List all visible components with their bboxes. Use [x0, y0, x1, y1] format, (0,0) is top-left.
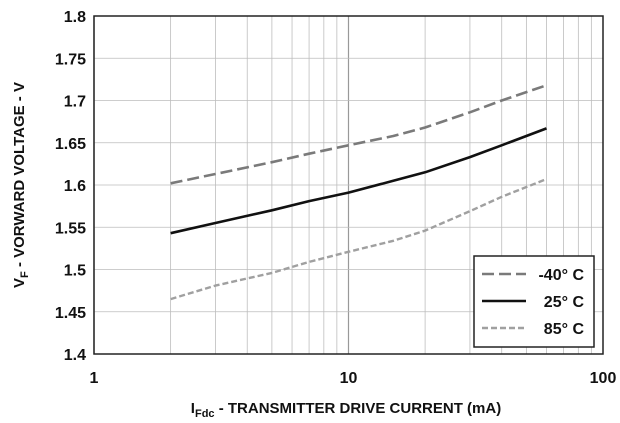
- y-tick-label: 1.75: [55, 51, 86, 68]
- x-tick-label: 10: [340, 370, 358, 387]
- series-line-0: [170, 84, 547, 185]
- series-line-2: [170, 177, 547, 301]
- series-line-1: [170, 127, 547, 235]
- y-tick-label: 1.5: [64, 263, 86, 280]
- y-tick-label: 1.7: [64, 94, 86, 111]
- y-axis-title-sub: F: [19, 271, 31, 278]
- x-axis-title-rest: - TRANSMITTER DRIVE CURRENT (mA): [215, 400, 502, 417]
- y-axis-title-rest: - VORWARD VOLTAGE - V: [11, 82, 28, 271]
- y-axis-title: VF - VORWARD VOLTAGE - V: [11, 82, 31, 288]
- y-tick-label: 1.45: [55, 305, 86, 322]
- y-tick-label: 1.8: [64, 9, 86, 26]
- legend-label-0: -40° C: [538, 267, 584, 284]
- y-axis-title-prefix: V: [11, 278, 28, 288]
- legend: -40° C 25° C 85° C: [473, 255, 595, 348]
- x-tick-label: 100: [590, 370, 617, 387]
- y-tick-label: 1.55: [55, 220, 86, 237]
- plot-frame: [93, 15, 604, 355]
- legend-label-1: 25° C: [544, 294, 585, 311]
- y-tick-label: 1.4: [64, 347, 86, 364]
- series-layer: [170, 84, 547, 301]
- x-axis-title: IFdc - TRANSMITTER DRIVE CURRENT (mA): [191, 400, 501, 420]
- x-axis-title-sub: Fdc: [195, 408, 215, 420]
- y-tick-label: 1.6: [64, 178, 86, 195]
- y-tick-label: 1.65: [55, 136, 86, 153]
- x-axis-title-prefix: I: [191, 400, 195, 417]
- legend-label-2: 85° C: [544, 321, 585, 338]
- y-tick-labels: 1.4 1.45 1.5 1.55 1.6 1.65 1.7 1.75 1.8: [55, 9, 86, 364]
- x-tick-labels: 1 10 100: [90, 370, 617, 387]
- x-tick-label: 1: [90, 370, 99, 387]
